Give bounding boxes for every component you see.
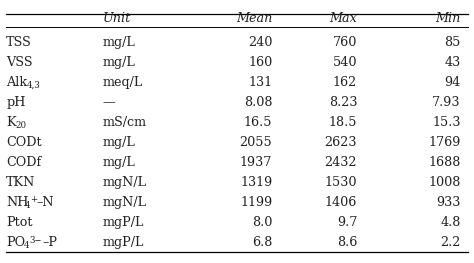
Text: CODt: CODt — [6, 136, 42, 149]
Text: meq/L: meq/L — [103, 76, 143, 89]
Text: 4,3: 4,3 — [27, 81, 40, 90]
Text: TKN: TKN — [6, 176, 36, 189]
Text: 94: 94 — [445, 76, 461, 89]
Text: 2623: 2623 — [325, 136, 357, 149]
Text: 9.7: 9.7 — [337, 216, 357, 229]
Text: 1406: 1406 — [325, 196, 357, 209]
Text: VSS: VSS — [6, 56, 33, 69]
Text: 4: 4 — [24, 241, 29, 250]
Text: 162: 162 — [333, 76, 357, 89]
Text: Unit: Unit — [103, 12, 131, 25]
Text: mg/L: mg/L — [103, 156, 136, 169]
Text: mg/L: mg/L — [103, 36, 136, 49]
Text: 1937: 1937 — [240, 156, 273, 169]
Text: Max: Max — [329, 12, 357, 25]
Text: 8.0: 8.0 — [252, 216, 273, 229]
Text: Mean: Mean — [236, 12, 273, 25]
Text: 1769: 1769 — [428, 136, 461, 149]
Text: 8.23: 8.23 — [328, 96, 357, 109]
Text: mS/cm: mS/cm — [103, 116, 147, 129]
Text: 1199: 1199 — [240, 196, 273, 209]
Text: –N: –N — [36, 196, 55, 209]
Text: mgN/L: mgN/L — [103, 176, 146, 189]
Text: 160: 160 — [248, 56, 273, 69]
Text: 2055: 2055 — [239, 136, 273, 149]
Text: PO: PO — [6, 236, 25, 249]
Text: 1008: 1008 — [428, 176, 461, 189]
Text: 540: 540 — [333, 56, 357, 69]
Text: 4.8: 4.8 — [440, 216, 461, 229]
Text: mg/L: mg/L — [103, 56, 136, 69]
Text: Min: Min — [436, 12, 461, 25]
Text: 2.2: 2.2 — [440, 236, 461, 249]
Text: Alk: Alk — [6, 76, 27, 89]
Text: –P: –P — [43, 236, 58, 249]
Text: pH: pH — [6, 96, 26, 109]
Text: 85: 85 — [445, 36, 461, 49]
Text: 131: 131 — [248, 76, 273, 89]
Text: 1530: 1530 — [325, 176, 357, 189]
Text: NH: NH — [6, 196, 28, 209]
Text: CODf: CODf — [6, 156, 41, 169]
Text: 240: 240 — [248, 36, 273, 49]
Text: —: — — [103, 96, 116, 109]
Text: 7.93: 7.93 — [432, 96, 461, 109]
Text: 2432: 2432 — [325, 156, 357, 169]
Text: 20: 20 — [16, 121, 27, 130]
Text: Ptot: Ptot — [6, 216, 33, 229]
Text: 6.8: 6.8 — [252, 236, 273, 249]
Text: +: + — [31, 195, 38, 204]
Text: 1688: 1688 — [428, 156, 461, 169]
Text: TSS: TSS — [6, 36, 32, 49]
Text: 3−: 3− — [30, 235, 42, 245]
Text: mg/L: mg/L — [103, 136, 136, 149]
Text: mgN/L: mgN/L — [103, 196, 146, 209]
Text: K: K — [6, 116, 16, 129]
Text: 18.5: 18.5 — [328, 116, 357, 129]
Text: 16.5: 16.5 — [244, 116, 273, 129]
Text: 1319: 1319 — [240, 176, 273, 189]
Text: mgP/L: mgP/L — [103, 216, 144, 229]
Text: 933: 933 — [437, 196, 461, 209]
Text: 760: 760 — [333, 36, 357, 49]
Text: mgP/L: mgP/L — [103, 236, 144, 249]
Text: 8.6: 8.6 — [337, 236, 357, 249]
Text: 15.3: 15.3 — [432, 116, 461, 129]
Text: 4: 4 — [25, 201, 30, 210]
Text: 8.08: 8.08 — [244, 96, 273, 109]
Text: 43: 43 — [445, 56, 461, 69]
